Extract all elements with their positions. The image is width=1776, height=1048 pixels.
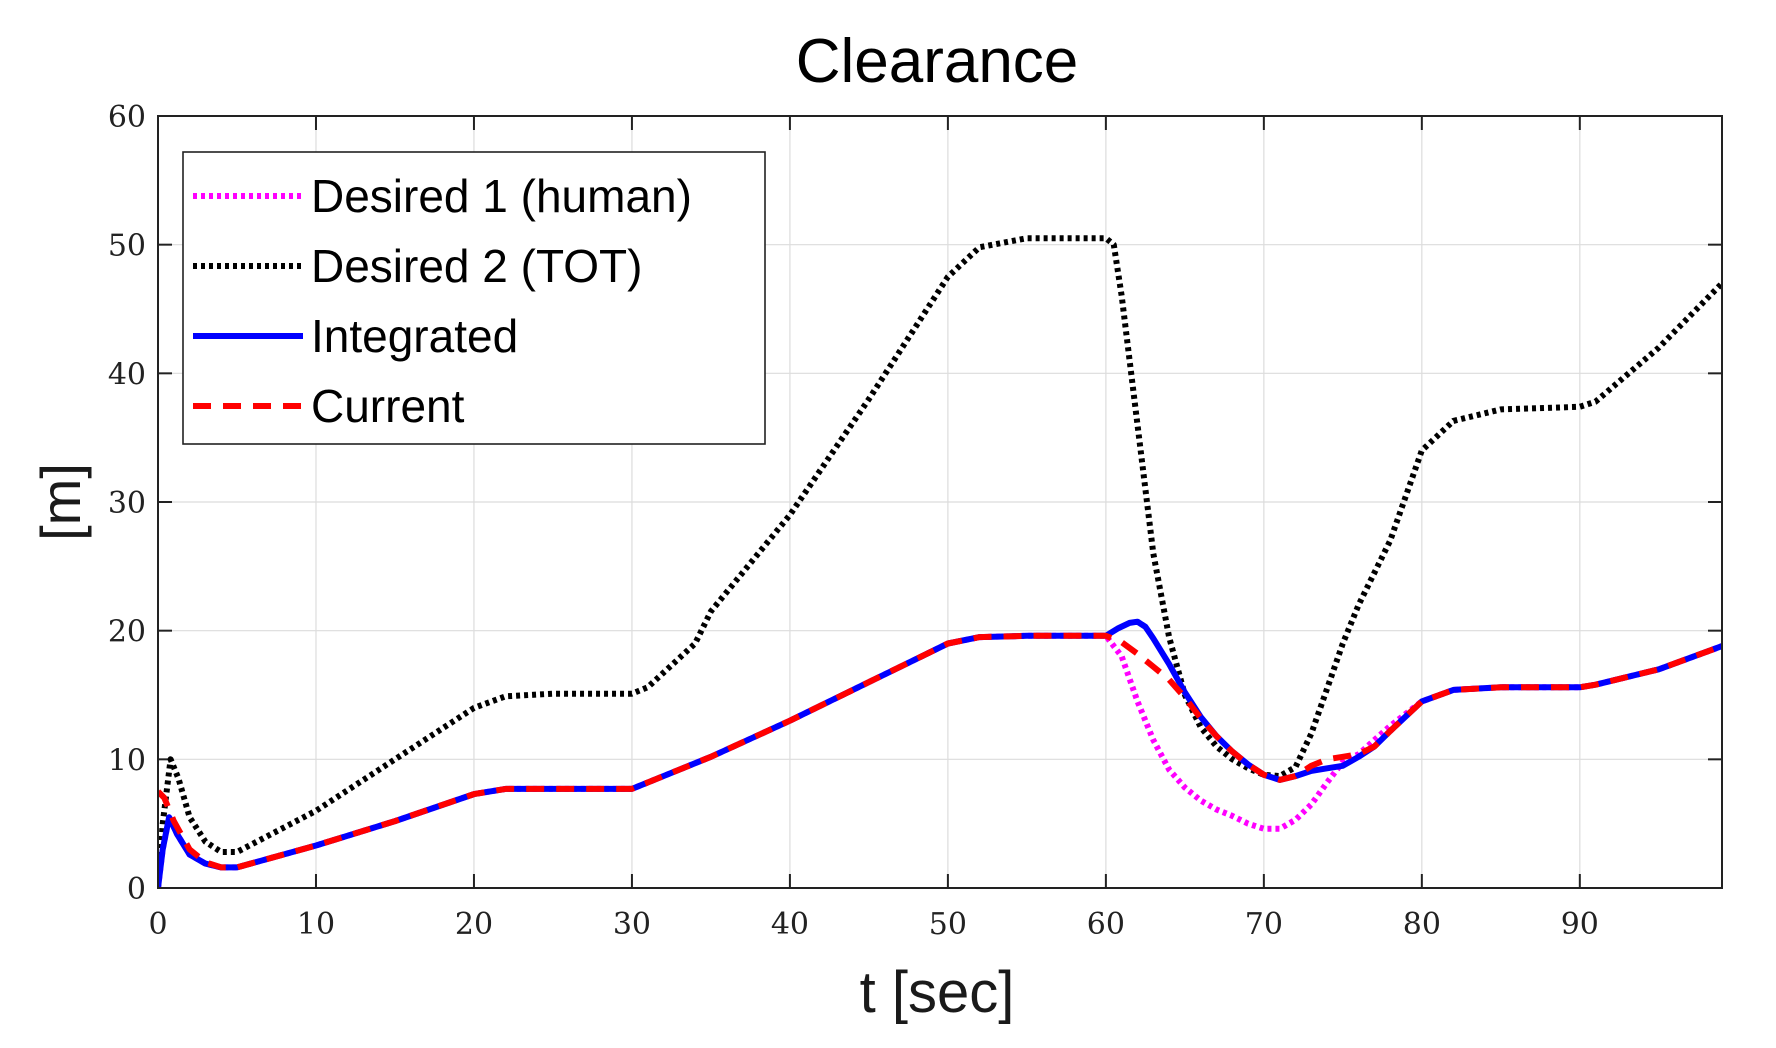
x-axis-label: t [sec] [860, 960, 1015, 1025]
x-tick-label: 20 [455, 907, 493, 942]
legend-label: Current [311, 380, 465, 432]
y-tick-label: 30 [108, 486, 146, 521]
series-line-integrated [158, 618, 1722, 888]
x-tick-label: 90 [1561, 907, 1599, 942]
y-tick-label: 10 [108, 743, 146, 778]
legend-box [182, 151, 766, 445]
x-tick-label: 0 [148, 907, 167, 942]
legend: Desired 1 (human) Desired 2 (TOT) Integrat… [182, 151, 766, 445]
y-axis-label: [m] [29, 463, 92, 541]
x-tick-label: 70 [1245, 907, 1283, 942]
x-tick-label: 10 [297, 907, 335, 942]
plot-frame [157, 115, 1723, 889]
series-line-desired-2-tot [158, 235, 1722, 888]
x-tick-label: 80 [1403, 907, 1441, 942]
y-axis-ticks: 0 10 20 30 40 50 60 [108, 100, 1722, 907]
y-tick-label: 0 [127, 872, 146, 907]
legend-label: Desired 2 (TOT) [311, 240, 642, 292]
chart-title: Clearance [796, 27, 1079, 96]
x-axis-ticks: 0 10 20 30 40 50 60 70 80 90 [148, 116, 1599, 942]
x-tick-label: 60 [1087, 907, 1125, 942]
legend-label: Desired 1 (human) [311, 170, 692, 222]
x-tick-label: 30 [613, 907, 651, 942]
x-tick-label: 50 [929, 907, 967, 942]
legend-label: Integrated [311, 310, 518, 362]
y-tick-label: 20 [108, 615, 146, 650]
x-tick-label: 40 [771, 907, 809, 942]
y-tick-label: 50 [108, 229, 146, 264]
y-tick-label: 40 [108, 357, 146, 392]
series-lines [158, 235, 1722, 888]
series-line-current [158, 632, 1722, 871]
y-tick-label: 60 [108, 100, 146, 135]
